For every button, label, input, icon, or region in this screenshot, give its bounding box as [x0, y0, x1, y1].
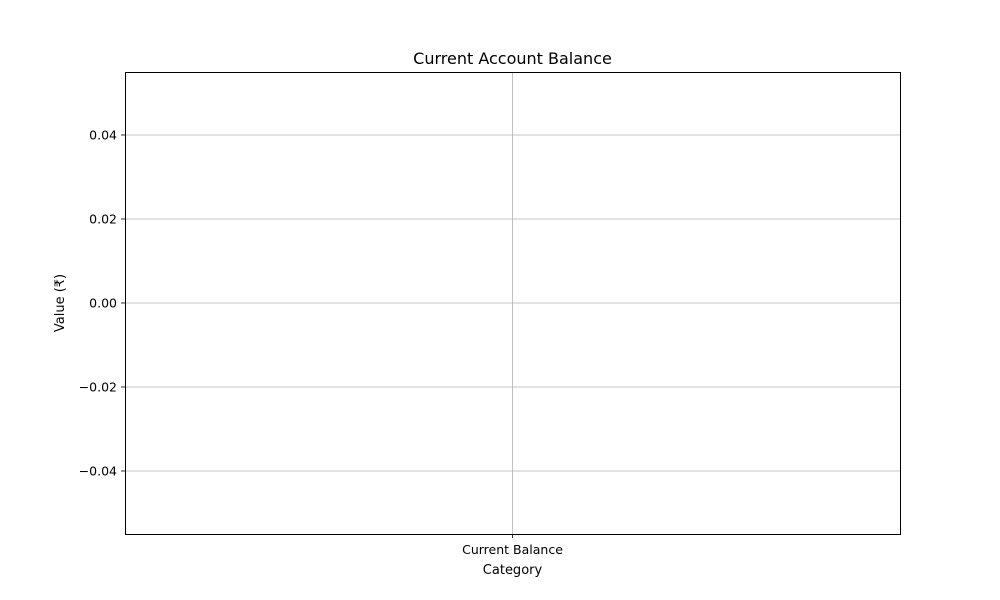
x-axis: Current Balance [462, 534, 563, 557]
y-axis-label: Value (₹) [53, 274, 68, 332]
y-axis: 0.04 0.02 0.00 −0.02 −0.04 [79, 128, 125, 479]
y-tick-label: 0.00 [89, 296, 117, 311]
y-tick-label: 0.02 [89, 212, 117, 227]
plot-frame [125, 72, 901, 535]
y-tick-label: −0.02 [79, 380, 117, 395]
y-tick-label: 0.04 [89, 128, 117, 143]
x-axis-label: Category [483, 563, 543, 578]
y-tick-label: −0.04 [79, 464, 117, 479]
x-tick-label: Current Balance [462, 542, 563, 557]
chart-title: Current Account Balance [413, 49, 612, 68]
grid-layer [125, 72, 900, 534]
